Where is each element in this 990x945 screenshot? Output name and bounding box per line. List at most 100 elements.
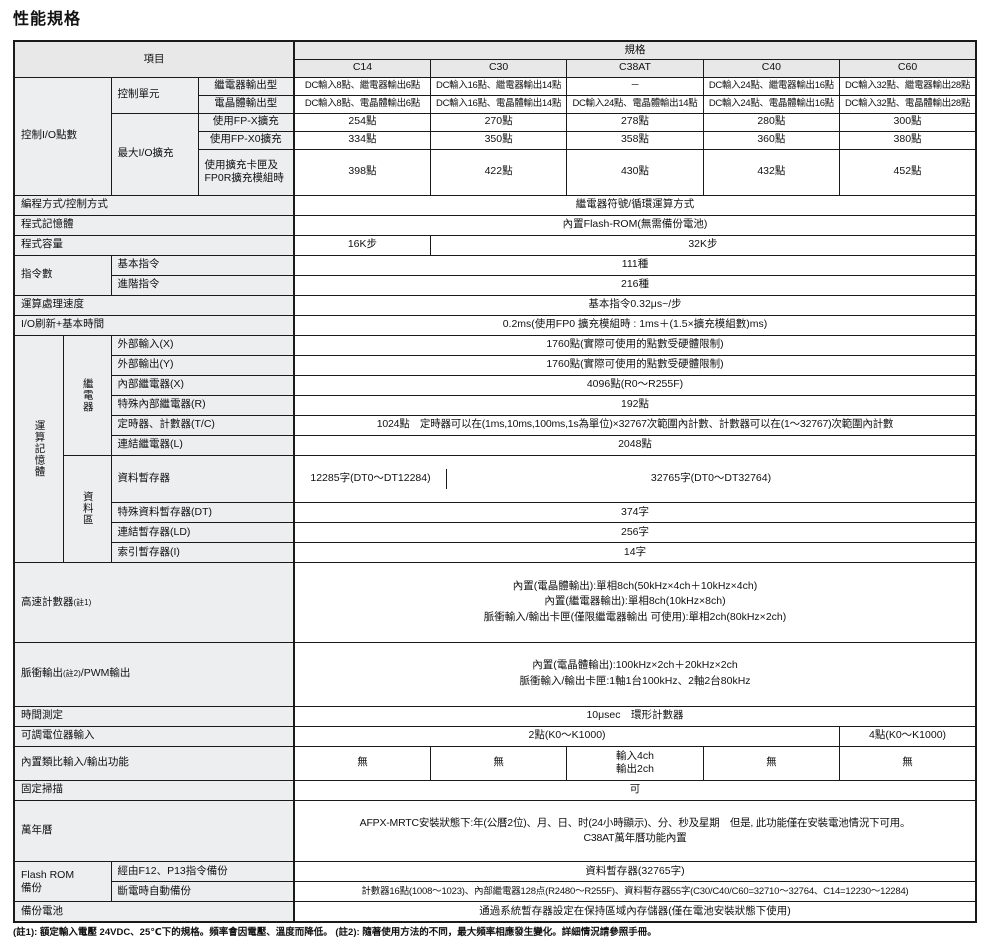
flash-backup-label: Flash ROM 備份 <box>13 861 112 903</box>
relay-c60: DC輸入32點、繼電器輸出28點 <box>839 76 977 96</box>
constant-scan-value: 可 <box>293 779 977 801</box>
fpx-c40: 280點 <box>702 112 841 132</box>
analog-label: 內置類比輸入/輸出功能 <box>13 745 295 781</box>
time-measure-label: 時間測定 <box>13 705 295 727</box>
potentiometer-value: 2點(K0～K1000) <box>293 725 841 747</box>
fpx-c14: 254點 <box>293 112 431 132</box>
memory-row-label: 外部輸出(Y) <box>110 354 295 376</box>
memory-row-value: 192點 <box>293 394 977 416</box>
card-c30: 422點 <box>429 148 568 196</box>
fpx-label: 使用FP-X擴充 <box>197 112 295 132</box>
f12-backup-value: 資料暫存器(32765字) <box>293 861 977 883</box>
program-memory-label: 程式記憶體 <box>13 214 295 236</box>
fpx0-c30: 350點 <box>429 130 568 150</box>
memory-label: 運算記憶體 <box>13 334 64 563</box>
relay-c40: DC輸入24點、繼電器輸出16點 <box>702 76 841 96</box>
header-spec: 規格 <box>293 40 977 60</box>
memory-row-label: 連結暫存器(LD) <box>110 521 295 543</box>
programming-label: 編程方式/控制方式 <box>13 194 295 216</box>
constant-scan-label: 固定掃描 <box>13 779 295 801</box>
header-item: 項目 <box>13 40 295 78</box>
memory-row-label: 索引暫存器(I) <box>110 541 295 563</box>
battery-value: 通過系統暫存器設定在保持區域內存儲器(僅在電池安裝狀態下使用) <box>293 901 977 923</box>
footnote: (註1): 額定輸入電壓 24VDC、25℃下的規格。頻率會因電壓、溫度而降低。… <box>13 926 657 938</box>
data-register-others: 32765字(DT0～DT32764) <box>650 472 772 485</box>
max-io-label: 最大I/O擴充 <box>110 112 199 196</box>
io-label: 控制I/O點數 <box>13 76 112 196</box>
time-measure-value: 10μsec 環形計數器 <box>293 705 977 727</box>
advanced-instructions-label: 進階指令 <box>110 274 295 296</box>
memory-row-label: 特殊內部繼電器(R) <box>110 394 295 416</box>
transistor-c40: DC輸入24點、電晶體輸出16點 <box>702 94 841 114</box>
transistor-c14: DC輸入8點、電晶體輸出6點 <box>293 94 431 114</box>
high-speed-counter-value: 內置(電晶體輸出):單相8ch(50kHz×4ch＋10kHz×4ch) 內置(繼… <box>293 561 977 643</box>
model-c38at: C38AT <box>566 58 704 78</box>
battery-label: 備份電池 <box>13 901 295 923</box>
model-c60: C60 <box>839 58 977 78</box>
memory-row-label: 連結繼電器(L) <box>110 434 295 456</box>
calendar-label: 萬年曆 <box>13 799 295 863</box>
memory-row-value: 2048點 <box>293 434 977 456</box>
advanced-instructions-value: 216種 <box>293 274 977 296</box>
memory-row-value: 374字 <box>293 501 977 523</box>
transistor-output-label: 電晶體輸出型 <box>197 94 295 114</box>
page-title: 性能規格 <box>13 11 82 28</box>
auto-backup-value: 計數器16點(1008～1023)、內部繼電器128点(R2480～R255F)… <box>293 881 977 903</box>
program-capacity-label: 程式容量 <box>13 234 295 256</box>
fpx0-c14: 334點 <box>293 130 431 150</box>
fpx0-c40: 360點 <box>702 130 841 150</box>
analog-c14: 無 <box>293 745 431 781</box>
speed-value: 基本指令0.32μs~/步 <box>293 294 977 316</box>
memory-row-label: 資料暫存器 <box>110 454 295 503</box>
high-speed-counter-label: 高速計數器(註1) <box>13 561 295 643</box>
transistor-c38at: DC輸入24點、電晶體輸出14點 <box>566 94 704 114</box>
card-c40: 432點 <box>702 148 841 196</box>
memory-row-value: 1760點(實際可使用的點數受硬體限制) <box>293 334 977 356</box>
pulse-output-label: 脈衝輸出(註2)/PWM輸出 <box>13 641 295 707</box>
io-unit-label: 控制單元 <box>110 76 199 114</box>
auto-backup-label: 斷電時自動備份 <box>110 881 295 903</box>
analog-c30: 無 <box>429 745 568 781</box>
relay-output-label: 繼電器輸出型 <box>197 76 295 96</box>
pulse-output-value: 內置(電晶體輸出):100kHz×2ch＋20kHz×2ch 脈衝輸入/輸出卡匣:… <box>293 641 977 707</box>
analog-c60: 無 <box>839 745 977 781</box>
card-c14: 398點 <box>293 148 431 196</box>
io-refresh-label: I/O刷新+基本時間 <box>13 314 295 336</box>
transistor-c60: DC輸入32點、電晶體輸出28點 <box>839 94 977 114</box>
model-c30: C30 <box>429 58 568 78</box>
memory-row-value: 4096點(R0～R255F) <box>293 374 977 396</box>
program-memory-value: 內置Flash-ROM(無需備份電池) <box>293 214 977 236</box>
memory-row-value: 1760點(實際可使用的點數受硬體限制) <box>293 354 977 376</box>
io-refresh-value: 0.2ms(使用FP0 擴充模組時 : 1ms＋(1.5×擴充模組數)ms) <box>293 314 977 336</box>
fpx-c38at: 278點 <box>566 112 704 132</box>
program-capacity-c14: 16K步 <box>293 234 431 256</box>
fpx0-c38at: 358點 <box>566 130 704 150</box>
relay-c38at: － <box>566 76 704 96</box>
program-capacity-others: 32K步 <box>429 234 977 256</box>
data-register-value: 12285字(DT0～DT12284) 32765字(DT0～DT32764) <box>293 454 977 503</box>
card-label: 使用擴充卡匣及 FP0R擴充模組時 <box>197 148 295 196</box>
memory-row-value: 1024點 定時器可以在(1ms,10ms,100ms,1s為單位)×32767… <box>293 414 977 436</box>
instructions-label: 指令數 <box>13 254 112 296</box>
programming-value: 繼電器符號/循環運算方式 <box>293 194 977 216</box>
analog-c40: 無 <box>702 745 841 781</box>
calendar-value: AFPX-MRTC安裝狀態下:年(公曆2位)、月、日、时(24小時顯示)、分、秒… <box>293 799 977 863</box>
data-register-c14: 12285字(DT0～DT12284) <box>295 468 447 489</box>
basic-instructions-value: 111種 <box>293 254 977 276</box>
fpx-c30: 270點 <box>429 112 568 132</box>
card-c38at: 430點 <box>566 148 704 196</box>
fpx-c60: 300點 <box>839 112 977 132</box>
memory-row-label: 外部輸入(X) <box>110 334 295 356</box>
model-c14: C14 <box>293 58 431 78</box>
basic-instructions-label: 基本指令 <box>110 254 295 276</box>
potentiometer-c60: 4點(K0～K1000) <box>839 725 977 747</box>
memory-row-label: 特殊資料暫存器(DT) <box>110 501 295 523</box>
data-group-label: 資料區 <box>62 454 112 563</box>
memory-row-label: 內部繼電器(X) <box>110 374 295 396</box>
relay-c30: DC輸入16點、繼電器輸出14點 <box>429 76 568 96</box>
potentiometer-label: 可調電位器輸入 <box>13 725 295 747</box>
model-c40: C40 <box>702 58 841 78</box>
memory-row-label: 定時器、計數器(T/C) <box>110 414 295 436</box>
memory-row-value: 14字 <box>293 541 977 563</box>
